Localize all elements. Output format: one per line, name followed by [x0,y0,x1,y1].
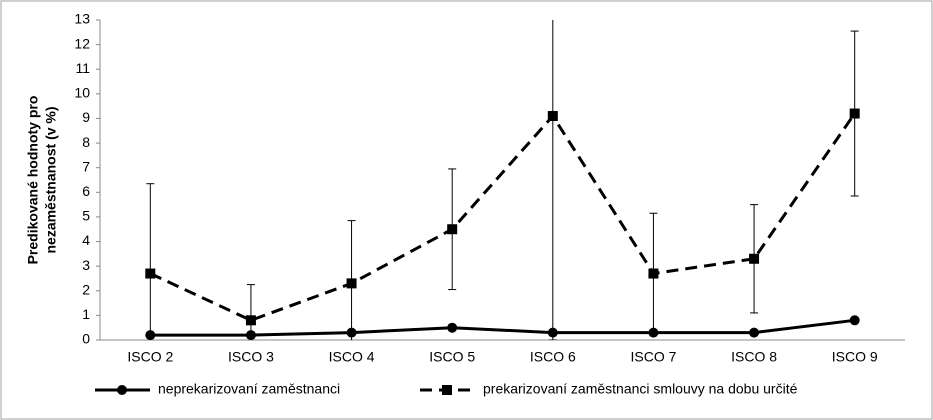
series-line [149,112,856,322]
x-tick-label: ISCO 9 [832,349,878,365]
point [447,224,458,235]
y-axis-label: nezaměstnanost (v %) [43,106,59,253]
legend-label: prekarizovaní zaměstnanci smlouvy na dob… [483,381,798,397]
y-tick-label: 11 [75,60,90,76]
x-tick-label: ISCO 3 [228,349,274,365]
y-axis-label: Predikované hodnoty pro [25,96,41,265]
y-tick-label: 7 [82,158,90,174]
point [245,315,256,326]
y-tick-label: 13 [74,11,90,27]
y-tick-label: 4 [82,232,90,248]
point [447,322,458,333]
point [849,315,860,326]
plot-area [145,20,860,340]
x-tick-label: ISCO 7 [630,349,676,365]
y-tick-label: 12 [74,35,90,51]
series-line [150,318,855,337]
y-tick-label: 2 [82,281,90,297]
point [749,327,760,338]
y-tick-label: 1 [82,306,90,322]
x-tick-label: ISCO 8 [731,349,777,365]
y-tick-label: 10 [74,85,90,101]
x-tick-label: ISCO 6 [530,349,576,365]
point [547,111,558,121]
x-tick-label: ISCO 4 [329,349,375,365]
y-tick-label: 3 [82,257,90,273]
y-tick-label: 5 [82,208,90,224]
y-tick-label: 6 [82,183,90,199]
legend-label: neprekarizovaní zaměstnanci [158,381,340,397]
x-tick-label: ISCO 5 [429,349,475,365]
y-tick-label: 8 [82,134,90,150]
x-tick-label: ISCO 2 [127,349,173,365]
point [849,108,860,119]
point [346,278,357,289]
y-tick-label: 9 [82,109,90,125]
point [145,268,156,279]
legend-marker [117,385,127,395]
point [749,253,760,264]
point [648,268,659,279]
legend-marker [442,385,452,395]
y-tick-label: 0 [82,331,90,347]
